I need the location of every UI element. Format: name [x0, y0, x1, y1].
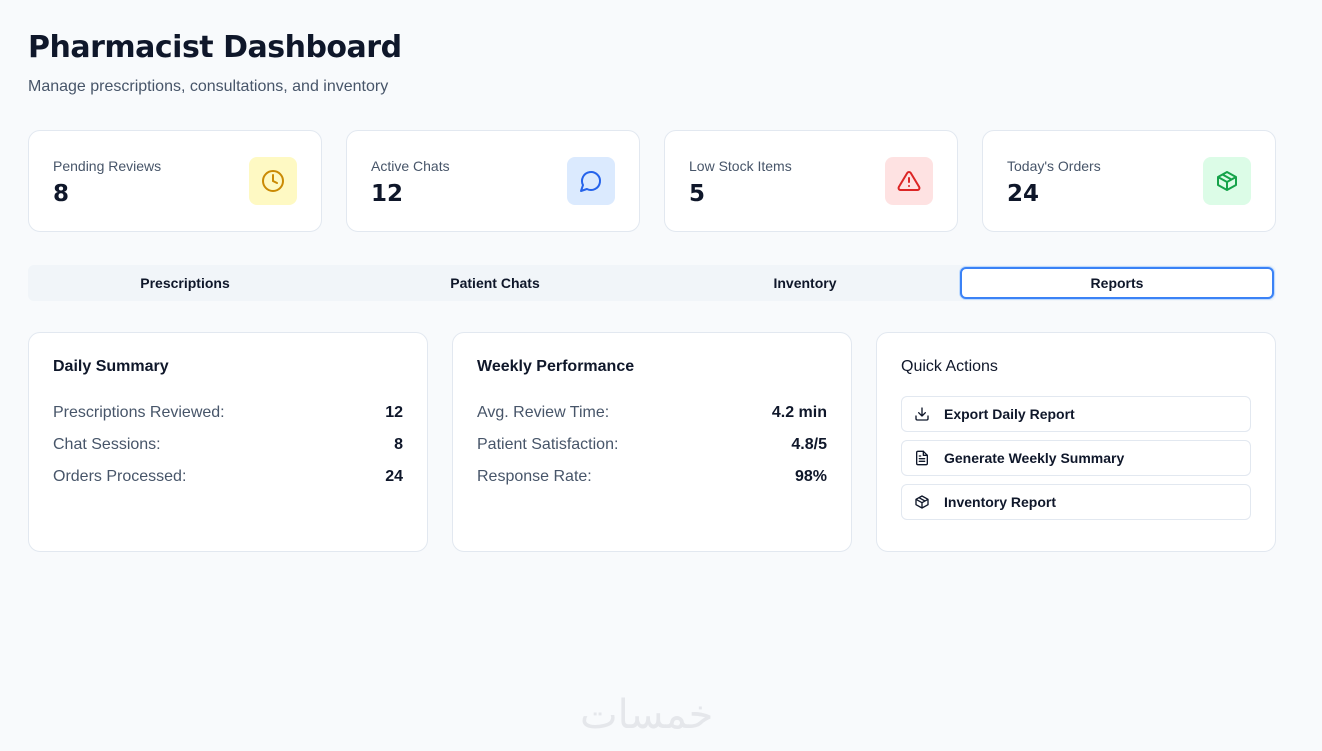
weekly-performance-card: Weekly Performance Avg. Review Time: 4.2 …	[452, 332, 852, 552]
package-icon	[1203, 157, 1251, 205]
stat-value: 12	[371, 181, 404, 207]
card-title: Weekly Performance	[477, 358, 635, 375]
tab-patient-chats[interactable]: Patient Chats	[450, 275, 540, 291]
button-label: Generate Weekly Summary	[944, 450, 1125, 466]
stat-value: 24	[1007, 181, 1040, 207]
row-value: 4.8/5	[791, 436, 827, 453]
summary-row: Chat Sessions: 8	[53, 436, 403, 468]
summary-row: Patient Satisfaction: 4.8/5	[477, 436, 827, 468]
row-label: Prescriptions Reviewed:	[53, 404, 225, 421]
stat-card-todays-orders: Today's Orders 24	[982, 130, 1276, 232]
tab-inventory[interactable]: Inventory	[773, 275, 837, 291]
row-value: 98%	[794, 468, 827, 485]
page-subtitle: Manage prescriptions, consultations, and…	[28, 78, 389, 95]
tab-reports[interactable]: Reports	[960, 267, 1274, 299]
stat-label: Pending Reviews	[53, 158, 162, 174]
quick-actions-card: Quick Actions Export Daily Report Genera…	[876, 332, 1276, 552]
row-label: Orders Processed:	[53, 468, 187, 485]
summary-row: Prescriptions Reviewed: 12	[53, 404, 403, 436]
summary-row: Response Rate: 98%	[477, 468, 827, 500]
stat-label: Low Stock Items	[689, 158, 792, 174]
tab-bar: Prescriptions Patient Chats Inventory Re…	[28, 265, 1276, 301]
daily-summary-card: Daily Summary Prescriptions Reviewed: 12 …	[28, 332, 428, 552]
row-value: 4.2 min	[771, 404, 827, 421]
row-value: 8	[394, 436, 403, 453]
export-daily-report-button[interactable]: Export Daily Report	[901, 396, 1251, 432]
button-label: Export Daily Report	[944, 406, 1075, 422]
stat-value: 5	[689, 181, 706, 207]
row-value: 12	[385, 404, 403, 421]
row-value: 24	[385, 468, 403, 485]
card-title: Quick Actions	[901, 358, 998, 375]
stat-label: Active Chats	[371, 158, 450, 174]
summary-row: Avg. Review Time: 4.2 min	[477, 404, 827, 436]
row-label: Avg. Review Time:	[477, 404, 610, 421]
page-title: Pharmacist Dashboard	[28, 30, 402, 65]
stat-card-pending-reviews: Pending Reviews 8	[28, 130, 322, 232]
row-label: Response Rate:	[477, 468, 592, 485]
generate-weekly-summary-button[interactable]: Generate Weekly Summary	[901, 440, 1251, 476]
card-title: Daily Summary	[53, 358, 169, 375]
watermark-logo: خمسات	[580, 692, 714, 738]
tab-prescriptions[interactable]: Prescriptions	[140, 275, 230, 291]
alert-triangle-icon	[885, 157, 933, 205]
button-label: Inventory Report	[944, 494, 1057, 510]
row-label: Patient Satisfaction:	[477, 436, 619, 453]
file-text-icon	[916, 450, 928, 466]
stat-card-active-chats: Active Chats 12	[346, 130, 640, 232]
message-circle-icon	[567, 157, 615, 205]
package-icon	[915, 495, 929, 509]
stat-value: 8	[53, 181, 70, 207]
download-icon	[915, 407, 929, 421]
row-label: Chat Sessions:	[53, 436, 161, 453]
inventory-report-button[interactable]: Inventory Report	[901, 484, 1251, 520]
summary-row: Orders Processed: 24	[53, 468, 403, 500]
stat-label: Today's Orders	[1007, 158, 1101, 174]
stat-card-low-stock: Low Stock Items 5	[664, 130, 958, 232]
clock-icon	[249, 157, 297, 205]
